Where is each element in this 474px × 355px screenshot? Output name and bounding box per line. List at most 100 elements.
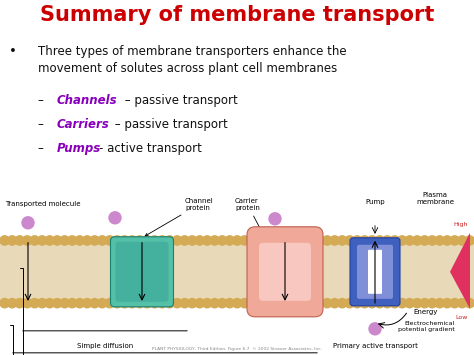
Text: Channels: Channels — [57, 94, 118, 107]
Circle shape — [337, 299, 347, 308]
Text: Three types of membrane transporters enhance the
movement of solutes across plan: Three types of membrane transporters enh… — [38, 45, 346, 75]
Circle shape — [465, 299, 474, 308]
Circle shape — [360, 236, 369, 245]
Circle shape — [67, 236, 77, 245]
Text: Pump: Pump — [365, 199, 385, 205]
Circle shape — [157, 236, 167, 245]
Circle shape — [300, 299, 310, 308]
Circle shape — [369, 323, 381, 335]
Text: Carrier
protein: Carrier protein — [235, 198, 263, 235]
Circle shape — [82, 236, 92, 245]
Circle shape — [450, 236, 459, 245]
FancyBboxPatch shape — [247, 227, 323, 317]
FancyBboxPatch shape — [259, 243, 311, 301]
Circle shape — [292, 299, 302, 308]
Text: Channel
protein: Channel protein — [145, 198, 214, 236]
FancyBboxPatch shape — [116, 242, 168, 302]
Circle shape — [270, 299, 279, 308]
Circle shape — [435, 236, 444, 245]
Text: – passive transport: – passive transport — [111, 118, 228, 131]
Circle shape — [450, 299, 459, 308]
Circle shape — [292, 236, 302, 245]
Circle shape — [240, 299, 249, 308]
Text: Carriers: Carriers — [57, 118, 109, 131]
Circle shape — [270, 236, 279, 245]
Circle shape — [435, 299, 444, 308]
Circle shape — [375, 299, 384, 308]
Circle shape — [225, 236, 234, 245]
Circle shape — [195, 299, 204, 308]
Circle shape — [105, 236, 114, 245]
Circle shape — [398, 299, 407, 308]
FancyBboxPatch shape — [357, 245, 393, 299]
Circle shape — [75, 299, 84, 308]
Circle shape — [30, 236, 39, 245]
Circle shape — [218, 236, 227, 245]
Text: - active transport: - active transport — [99, 142, 201, 155]
Circle shape — [420, 299, 429, 308]
Circle shape — [202, 299, 212, 308]
Circle shape — [157, 299, 167, 308]
Circle shape — [412, 236, 422, 245]
Circle shape — [37, 299, 47, 308]
Text: Plasma
membrane: Plasma membrane — [416, 192, 454, 205]
Circle shape — [233, 299, 242, 308]
Circle shape — [143, 299, 152, 308]
Circle shape — [390, 236, 399, 245]
Circle shape — [375, 236, 384, 245]
Circle shape — [8, 299, 17, 308]
Circle shape — [22, 299, 32, 308]
Circle shape — [45, 299, 55, 308]
Circle shape — [53, 236, 62, 245]
Circle shape — [112, 299, 122, 308]
Circle shape — [390, 299, 399, 308]
Text: –: – — [38, 142, 44, 155]
Circle shape — [22, 236, 32, 245]
Circle shape — [67, 299, 77, 308]
Circle shape — [263, 299, 272, 308]
Circle shape — [15, 299, 24, 308]
Circle shape — [75, 236, 84, 245]
Circle shape — [210, 299, 219, 308]
Circle shape — [135, 236, 144, 245]
Circle shape — [269, 213, 281, 225]
FancyBboxPatch shape — [110, 237, 173, 307]
Circle shape — [443, 236, 452, 245]
Circle shape — [398, 236, 407, 245]
Circle shape — [120, 299, 129, 308]
Circle shape — [405, 299, 414, 308]
Text: Simple diffusion: Simple diffusion — [77, 343, 133, 349]
Circle shape — [308, 299, 317, 308]
Circle shape — [180, 236, 189, 245]
Circle shape — [173, 236, 182, 245]
Circle shape — [98, 299, 107, 308]
Circle shape — [120, 236, 129, 245]
Circle shape — [428, 299, 437, 308]
Circle shape — [128, 236, 137, 245]
Circle shape — [188, 236, 197, 245]
Circle shape — [383, 299, 392, 308]
Circle shape — [367, 299, 377, 308]
Circle shape — [360, 299, 369, 308]
Circle shape — [367, 236, 377, 245]
Circle shape — [150, 236, 159, 245]
Circle shape — [90, 299, 99, 308]
Text: PLANT PHYSIOLOGY, Third Edition, Figure 6.7  © 2002 Sinauer Associates, Inc.: PLANT PHYSIOLOGY, Third Edition, Figure … — [152, 347, 322, 351]
Circle shape — [82, 299, 92, 308]
Circle shape — [90, 236, 99, 245]
Circle shape — [443, 299, 452, 308]
Circle shape — [285, 236, 294, 245]
Text: •: • — [9, 45, 18, 58]
Circle shape — [457, 236, 467, 245]
Text: –: – — [38, 94, 44, 107]
Circle shape — [420, 236, 429, 245]
Circle shape — [30, 299, 39, 308]
Circle shape — [330, 299, 339, 308]
Circle shape — [322, 299, 332, 308]
Circle shape — [428, 236, 437, 245]
FancyBboxPatch shape — [350, 238, 400, 306]
Circle shape — [240, 236, 249, 245]
Circle shape — [173, 299, 182, 308]
Text: Electrochemical
potential gradient: Electrochemical potential gradient — [398, 321, 455, 332]
Text: Pumps: Pumps — [57, 142, 101, 155]
